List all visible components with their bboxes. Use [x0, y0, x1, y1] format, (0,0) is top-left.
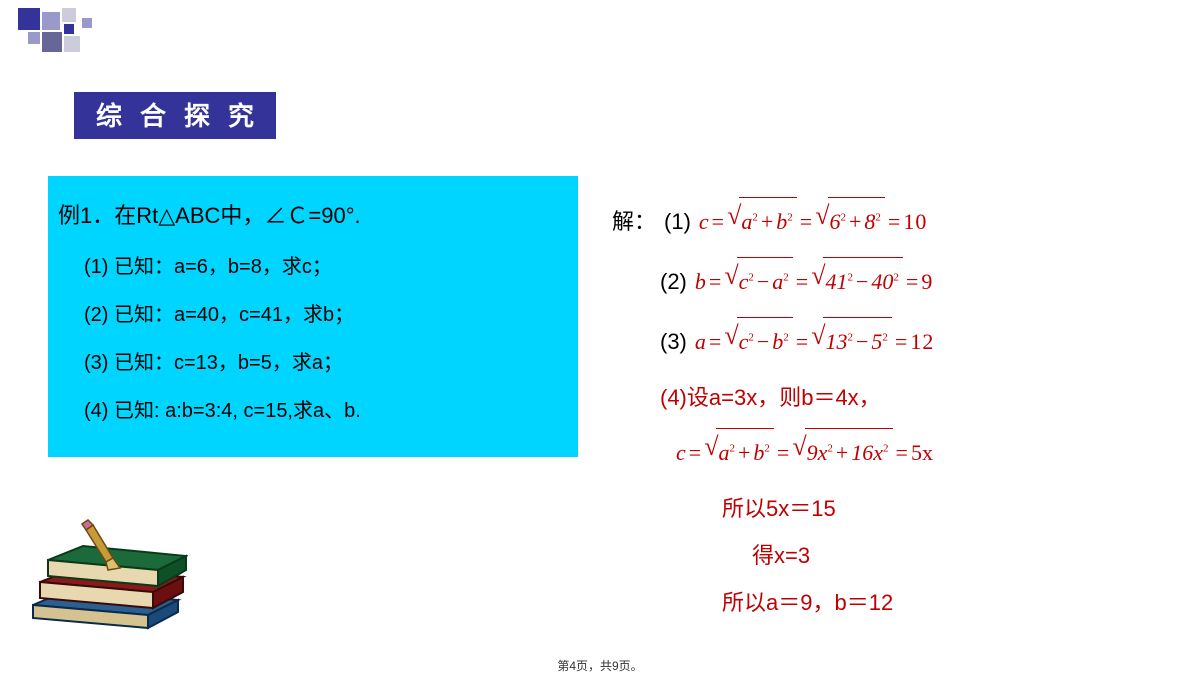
step-3-math: a=√c2−b2=√132−52=12	[695, 314, 934, 370]
title-char: 探	[184, 96, 210, 133]
problem-item-1: (1) 已知：a=6，b=8，求c；	[58, 243, 568, 291]
problem-item-3: (3) 已知：c=13，b=5，求a；	[58, 339, 568, 387]
problem-item-4: (4) 已知: a:b=3:4, c=15,求a、b.	[58, 387, 568, 435]
step-2-math: b=√c2−a2=√412−402=9	[695, 254, 933, 310]
step-4-text: (4)设a=3x，则b＝4x，	[612, 374, 881, 421]
step-1-math: c=√a2+b2=√62+82=10	[699, 194, 927, 250]
solution: 解： (1) c=√a2+b2=√62+82=10 (2) b=√c2−a2=√…	[612, 194, 1172, 627]
step-4-line1: 所以5x＝15	[612, 485, 1172, 532]
step-4-line2: 得x=3	[612, 532, 1172, 579]
section-title: 综合探究	[74, 92, 276, 139]
page-number: 第4页，共9页。	[0, 657, 1200, 674]
problem-item-2: (2) 已知：a=40，c=41，求b；	[58, 291, 568, 339]
step-4-line3: 所以a＝9，b＝12	[612, 579, 1172, 626]
problem-header: 例1．在Rt△ABC中，∠Ｃ=90°.	[58, 190, 568, 243]
title-char: 合	[140, 96, 166, 133]
problem-statement: 例1．在Rt△ABC中，∠Ｃ=90°. (1) 已知：a=6，b=8，求c；(2…	[48, 176, 578, 457]
solution-label: 解：	[612, 198, 656, 245]
title-char: 究	[228, 96, 254, 133]
title-char: 综	[96, 96, 122, 133]
step-2-num: (2)	[612, 258, 687, 305]
books-icon	[18, 500, 188, 645]
step-1-num: (1)	[664, 198, 691, 245]
step-4-math: c=√a2+b2=√9x2+16x2=5x	[676, 425, 933, 481]
step-3-num: (3)	[612, 318, 687, 365]
